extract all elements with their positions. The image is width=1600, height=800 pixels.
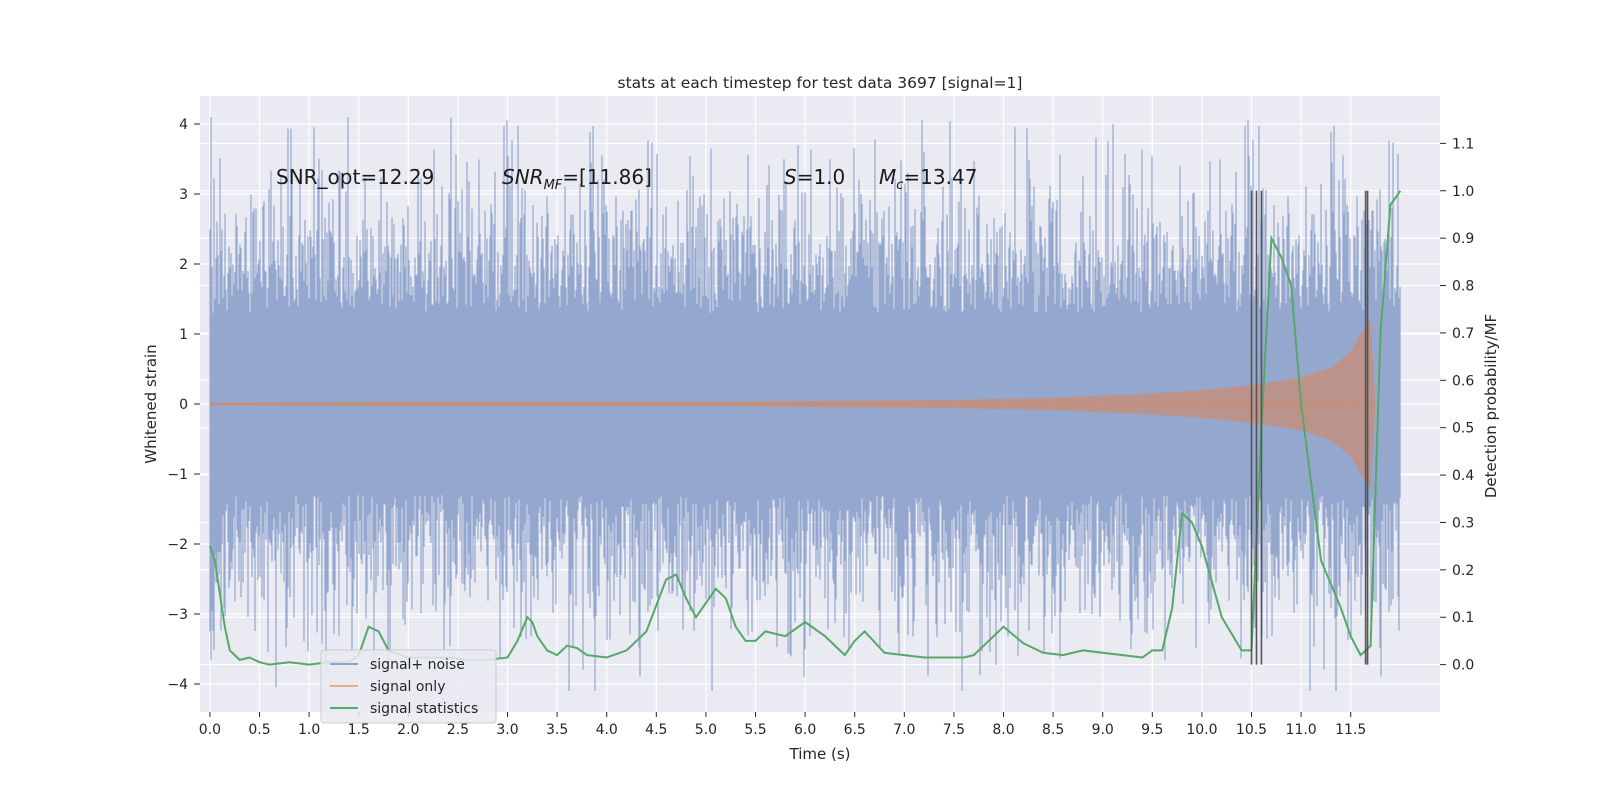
- y2-tick-label: 1.1: [1452, 136, 1474, 152]
- y-tick-label: 2: [179, 257, 188, 273]
- annotation-snr-mf-value: =[11.86]: [562, 165, 652, 189]
- annotation-snr-opt: SNR_opt=12.29: [276, 165, 434, 189]
- legend-label-signal-noise: signal+ noise: [370, 657, 465, 673]
- x-axis: 0.0 0.5 1.0 1.5 2.0 2.5 3.0 3.5 4.0 4.5 5.0 5.5 6.0 6…: [199, 712, 1366, 738]
- x-tick-label: 4.5: [645, 722, 667, 738]
- annotation-snr-mf-main: SNR: [502, 165, 544, 189]
- x-tick-label: 5.5: [744, 722, 766, 738]
- y2-tick-label: 0.2: [1452, 563, 1474, 579]
- annotation-mc-sub: c: [896, 178, 903, 193]
- y-tick-label: −3: [167, 607, 188, 623]
- y-tick-label: 4: [179, 117, 188, 133]
- y2-tick-label: 0.7: [1452, 326, 1474, 342]
- y2-tick-label: 0.0: [1452, 658, 1474, 674]
- annotation-s-main: S: [784, 165, 797, 189]
- y2-tick-label: 0.6: [1452, 373, 1474, 389]
- annotation-snr-mf: SNRMF=[11.86]: [502, 165, 652, 193]
- x-tick-label: 2.5: [447, 722, 469, 738]
- x-tick-label: 0.5: [248, 722, 270, 738]
- legend: signal+ noise signal only signal statist…: [320, 649, 497, 724]
- y2-tick-label: 0.3: [1452, 515, 1474, 531]
- y2-tick-label: 0.8: [1452, 279, 1474, 295]
- x-tick-label: 6.5: [844, 722, 866, 738]
- signal-statistics-line: [208, 190, 1402, 666]
- x-tick-label: 7.0: [893, 722, 915, 738]
- x-tick-label: 10.0: [1186, 722, 1217, 738]
- y2-tick-label: 0.4: [1452, 468, 1474, 484]
- x-tick-label: 1.5: [348, 722, 370, 738]
- x-tick-label: 2.0: [397, 722, 419, 738]
- legend-box: [320, 649, 497, 724]
- x-tick-label: 3.0: [496, 722, 518, 738]
- y-tick-label: 1: [179, 327, 188, 343]
- x-tick-label: 11.5: [1335, 722, 1366, 738]
- y-tick-label: 0: [179, 397, 188, 413]
- x-tick-label: 8.0: [992, 722, 1014, 738]
- y-tick-label: 3: [179, 187, 188, 203]
- x-tick-label: 4.0: [596, 722, 618, 738]
- y-tick-label: −1: [167, 467, 188, 483]
- annotation-mc: Mc=13.47: [879, 165, 977, 193]
- annotation-mc-value: =13.47: [903, 165, 977, 189]
- x-tick-label: 1.0: [298, 722, 320, 738]
- x-tick-label: 9.5: [1141, 722, 1163, 738]
- y2-tick-label: 0.5: [1452, 421, 1474, 437]
- y-tick-label: −4: [167, 677, 188, 693]
- annotation-s-value: =1.0: [797, 165, 846, 189]
- annotations: SNR_opt=12.29 SNRMF=[11.86] S=1.0 Mc=13.…: [276, 165, 977, 193]
- chart-title: stats at each timestep for test data 369…: [618, 74, 1023, 92]
- x-tick-label: 7.5: [943, 722, 965, 738]
- y-tick-label: −2: [167, 537, 188, 553]
- x-tick-label: 5.0: [695, 722, 717, 738]
- y2-tick-label: 1.0: [1452, 184, 1474, 200]
- x-tick-label: 3.5: [546, 722, 568, 738]
- y-axis-label: Whitened strain: [142, 344, 160, 463]
- x-axis-label: Time (s): [789, 745, 851, 763]
- x-tick-label: 11.0: [1286, 722, 1317, 738]
- series-signal-only: [209, 320, 1376, 488]
- x-tick-label: 0.0: [199, 722, 221, 738]
- y2-axis-label: Detection probability/MF: [1482, 314, 1500, 498]
- y-axis-right: 1.1 1.0 0.9 0.8 0.7 0.6 0.5 0.4 0.3 0.2 0.1 0.0: [1440, 136, 1474, 674]
- annotation-snr-mf-sub: MF: [544, 178, 563, 193]
- legend-label-signal-only: signal only: [370, 679, 445, 695]
- series-signal-statistics: [208, 190, 1402, 666]
- x-tick-label: 9.0: [1092, 722, 1114, 738]
- vertical-markers: [1250, 190, 1369, 665]
- y2-tick-label: 0.1: [1452, 610, 1474, 626]
- y2-tick-label: 0.9: [1452, 231, 1474, 247]
- x-tick-label: 10.5: [1236, 722, 1267, 738]
- annotation-s: S=1.0: [784, 165, 845, 189]
- annotation-mc-main: M: [879, 165, 896, 189]
- y-axis-left: 4 3 2 1 0 −1 −2 −3 −4: [167, 117, 200, 693]
- legend-label-signal-statistics: signal statistics: [370, 701, 478, 717]
- x-tick-label: 6.0: [794, 722, 816, 738]
- x-tick-label: 8.5: [1042, 722, 1064, 738]
